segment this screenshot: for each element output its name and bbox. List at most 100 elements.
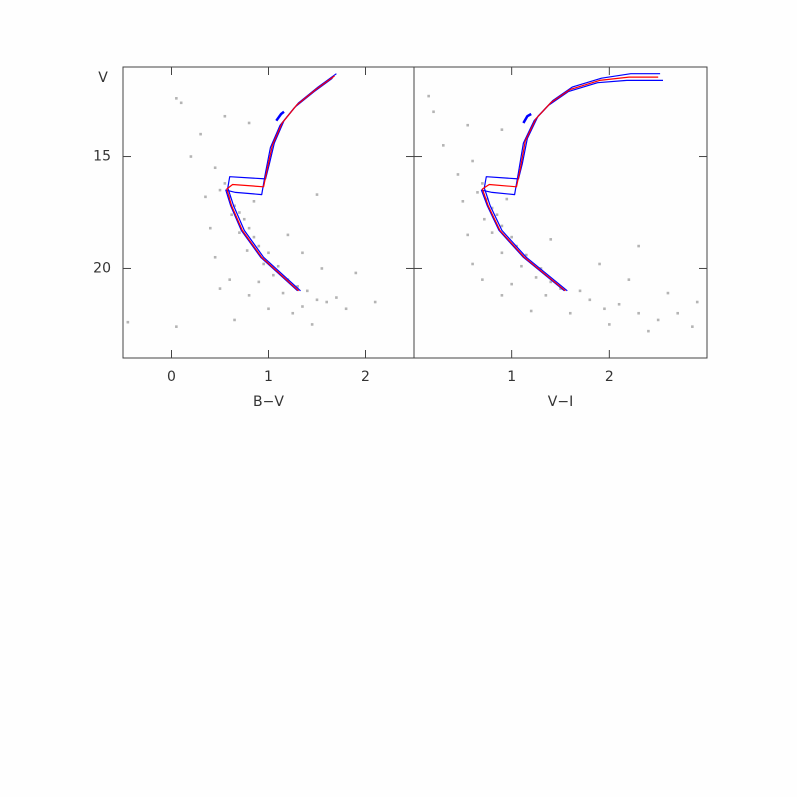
star-point bbox=[179, 101, 183, 105]
star-point bbox=[520, 264, 523, 268]
star-point bbox=[432, 110, 435, 114]
star-point bbox=[315, 298, 319, 302]
x-axis-label: B−V bbox=[253, 394, 284, 410]
star-point bbox=[534, 276, 538, 279]
star-point bbox=[529, 309, 533, 313]
x-tick-label: 1 bbox=[507, 369, 516, 385]
star-point bbox=[245, 249, 249, 252]
star-point bbox=[578, 289, 582, 293]
x-tick-label: 2 bbox=[605, 369, 614, 385]
star-point bbox=[223, 182, 227, 185]
star-point bbox=[510, 282, 513, 286]
isochrone bbox=[480, 79, 663, 292]
star-point bbox=[525, 253, 528, 257]
y-axis-label: V bbox=[98, 70, 108, 86]
isochrone bbox=[227, 73, 337, 292]
star-point bbox=[666, 291, 670, 295]
star-point bbox=[223, 114, 227, 118]
star-point bbox=[354, 271, 358, 275]
star-point bbox=[373, 300, 377, 304]
star-point bbox=[238, 231, 241, 234]
star-point bbox=[568, 311, 572, 315]
star-point bbox=[230, 213, 233, 217]
star-point bbox=[598, 262, 601, 266]
isochrone bbox=[481, 76, 659, 292]
star-point bbox=[461, 200, 465, 203]
star-point bbox=[291, 311, 295, 315]
star-point bbox=[276, 264, 280, 268]
star-point bbox=[476, 191, 479, 194]
star-point bbox=[257, 244, 261, 248]
x-tick-label: 2 bbox=[361, 369, 370, 385]
star-point bbox=[627, 278, 631, 281]
star-point bbox=[189, 155, 193, 158]
plot-frame bbox=[122, 66, 415, 359]
star-point bbox=[325, 300, 328, 304]
plot-frame bbox=[413, 66, 708, 359]
star-point bbox=[247, 226, 251, 230]
star-point bbox=[228, 195, 231, 199]
star-point bbox=[442, 144, 445, 147]
y-tick-label: 15 bbox=[93, 149, 111, 165]
star-point bbox=[213, 166, 217, 170]
star-point bbox=[466, 233, 470, 237]
star-point bbox=[471, 159, 474, 163]
star-point bbox=[344, 307, 348, 311]
star-point bbox=[695, 300, 699, 304]
star-point bbox=[320, 267, 324, 270]
star-point bbox=[267, 251, 270, 255]
star-point bbox=[485, 197, 489, 201]
star-point bbox=[257, 280, 261, 284]
star-point bbox=[199, 132, 202, 136]
star-point bbox=[209, 226, 212, 230]
star-point bbox=[490, 231, 494, 234]
star-point bbox=[549, 280, 553, 284]
x-axis-label: V−I bbox=[548, 394, 573, 410]
isochrone bbox=[522, 112, 532, 124]
star-point bbox=[233, 318, 236, 322]
y-tick-label: 20 bbox=[93, 260, 111, 276]
star-point bbox=[481, 278, 484, 281]
star-point bbox=[539, 267, 543, 270]
x-tick-label: 0 bbox=[167, 369, 176, 385]
star-point bbox=[228, 278, 231, 281]
star-point bbox=[301, 251, 304, 255]
star-point bbox=[126, 320, 130, 324]
star-point bbox=[617, 302, 621, 306]
isochrone bbox=[225, 77, 333, 292]
star-point bbox=[588, 298, 592, 302]
star-point bbox=[242, 217, 246, 221]
star-point bbox=[281, 291, 285, 295]
star-point bbox=[549, 238, 553, 241]
star-point bbox=[218, 188, 222, 192]
star-point bbox=[481, 182, 484, 185]
star-point bbox=[500, 294, 504, 297]
star-point bbox=[456, 173, 460, 176]
star-point bbox=[676, 311, 679, 315]
star-point bbox=[471, 262, 474, 266]
star-point bbox=[310, 323, 314, 326]
x-tick-label: 1 bbox=[264, 369, 273, 385]
star-point bbox=[262, 262, 265, 266]
star-point bbox=[267, 307, 270, 311]
star-point bbox=[213, 255, 217, 259]
star-point bbox=[175, 325, 178, 328]
star-point bbox=[544, 294, 548, 297]
star-point bbox=[691, 325, 694, 328]
star-point bbox=[204, 195, 207, 199]
star-point bbox=[238, 211, 241, 214]
star-point bbox=[247, 121, 251, 125]
star-point bbox=[603, 307, 606, 311]
star-point bbox=[466, 123, 470, 127]
star-point bbox=[296, 285, 299, 288]
star-point bbox=[483, 217, 486, 221]
star-point bbox=[510, 235, 513, 239]
star-point bbox=[427, 94, 430, 98]
star-point bbox=[495, 213, 499, 217]
star-point bbox=[315, 193, 319, 196]
isochrone bbox=[226, 75, 335, 292]
star-point bbox=[233, 204, 236, 208]
star-point bbox=[252, 235, 256, 239]
isochrone bbox=[483, 73, 661, 292]
